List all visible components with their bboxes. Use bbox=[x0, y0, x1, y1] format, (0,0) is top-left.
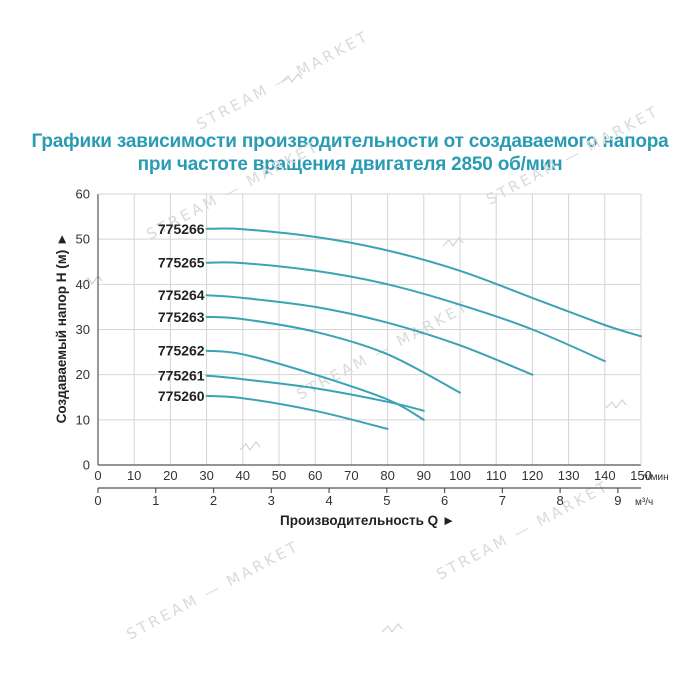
x-tick-label-lmin: 40 bbox=[236, 468, 250, 483]
x-tick-label-m3h: 0 bbox=[94, 493, 101, 508]
x-tick-label-m3h: 8 bbox=[557, 493, 564, 508]
watermark-logo bbox=[281, 73, 303, 84]
x-tick-label-lmin: 120 bbox=[522, 468, 544, 483]
x-tick-label-lmin: 100 bbox=[449, 468, 471, 483]
curve-775263 bbox=[205, 315, 461, 394]
x-tick-label-lmin: 70 bbox=[344, 468, 358, 483]
watermark-text: STREAM — MARKET bbox=[293, 297, 472, 404]
watermark-logo bbox=[381, 623, 403, 634]
x-unit-lmin: л/мин bbox=[642, 472, 669, 483]
x-tick-label-m3h: 4 bbox=[325, 493, 332, 508]
y-tick-label: 20 bbox=[76, 367, 90, 382]
series-label-775265: 775265 bbox=[158, 255, 205, 271]
x-tick-label-lmin: 150 bbox=[630, 468, 652, 483]
series-label-775263: 775263 bbox=[158, 309, 205, 325]
series-label-775262: 775262 bbox=[158, 343, 205, 359]
curve-775265 bbox=[205, 261, 606, 363]
series-label-775261: 775261 bbox=[158, 368, 205, 384]
x-tick-label-m3h: 7 bbox=[499, 493, 506, 508]
x-tick-label-m3h: 2 bbox=[210, 493, 217, 508]
x-unit-m3h: м³/ч bbox=[635, 497, 653, 508]
y-axis-label: Создаваемый напор H (м) ► bbox=[54, 233, 69, 424]
x-tick-label-lmin: 80 bbox=[380, 468, 394, 483]
x-tick-label-m3h: 9 bbox=[614, 493, 621, 508]
y-tick-label: 40 bbox=[76, 277, 90, 292]
x-axis-label: Производительность Q ► bbox=[280, 513, 455, 528]
x-tick-label-lmin: 90 bbox=[417, 468, 431, 483]
series-label-775264: 775264 bbox=[158, 287, 205, 303]
x-tick-label-m3h: 6 bbox=[441, 493, 448, 508]
curve-775260 bbox=[205, 394, 389, 430]
watermark-logo bbox=[81, 275, 103, 286]
x-tick-label-lmin: 130 bbox=[558, 468, 580, 483]
watermark-logo bbox=[605, 399, 627, 410]
x-tick-label-lmin: 50 bbox=[272, 468, 286, 483]
x-tick-label-m3h: 3 bbox=[268, 493, 275, 508]
curve-775261 bbox=[205, 374, 425, 412]
curve-775266 bbox=[205, 227, 642, 338]
series-label-775266: 775266 bbox=[158, 221, 205, 237]
y-tick-label: 60 bbox=[76, 187, 90, 202]
watermark-logo bbox=[239, 441, 261, 452]
watermark-text: STREAM — MARKET bbox=[433, 477, 612, 584]
y-tick-label: 50 bbox=[76, 232, 90, 247]
watermark-text: STREAM — MARKET bbox=[123, 537, 302, 644]
x-tick-label-lmin: 110 bbox=[486, 468, 507, 483]
x-tick-label-m3h: 1 bbox=[152, 493, 159, 508]
x-tick-label-lmin: 30 bbox=[199, 468, 213, 483]
x-tick-label-lmin: 20 bbox=[163, 468, 177, 483]
chart-title-line-1: Графики зависимости производительности о… bbox=[31, 131, 669, 152]
y-tick-label: 30 bbox=[76, 322, 90, 337]
series-label-775260: 775260 bbox=[158, 388, 205, 404]
watermark-layer: STREAM — MARKET STREAM — MARKET STREAM —… bbox=[81, 27, 663, 644]
x-tick-label-lmin: 10 bbox=[127, 468, 141, 483]
curve-775264 bbox=[205, 294, 534, 376]
y-tick-label: 0 bbox=[83, 458, 90, 473]
x-tick-label-lmin: 140 bbox=[594, 468, 616, 483]
y-tick-label: 10 bbox=[76, 412, 90, 427]
watermark-text: STREAM — MARKET bbox=[483, 102, 662, 209]
chart-title-line-2: при частоте вращения двигателя 2850 об/м… bbox=[137, 154, 563, 175]
x-tick-label-m3h: 5 bbox=[383, 493, 390, 508]
x-tick-label-lmin: 0 bbox=[94, 468, 101, 483]
x-tick-label-lmin: 60 bbox=[308, 468, 322, 483]
